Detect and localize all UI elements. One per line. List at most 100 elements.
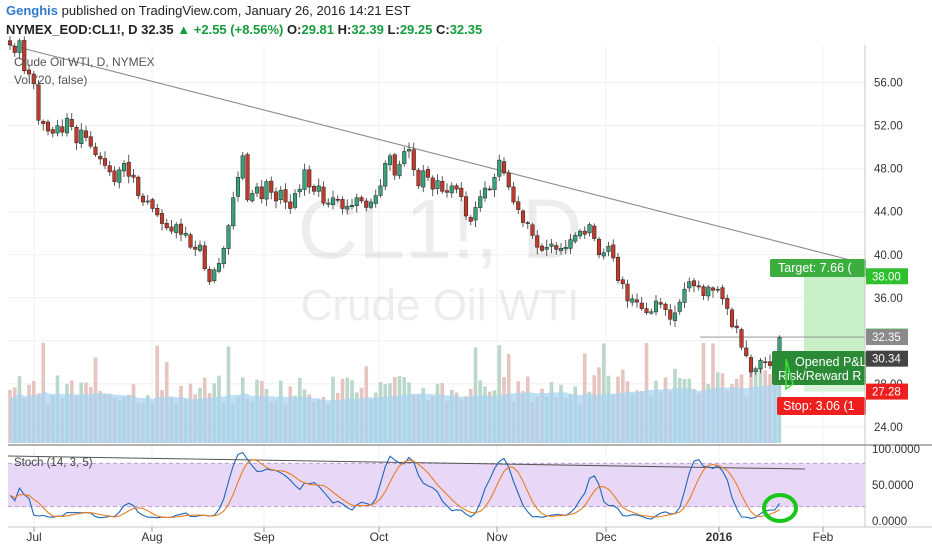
candle-body <box>169 226 174 232</box>
price-badge-label: 27.28 <box>872 387 901 399</box>
candle-body <box>387 155 393 166</box>
candle-body <box>544 246 549 250</box>
candle-body <box>454 185 459 190</box>
open-label: O: <box>287 22 302 37</box>
candle-body <box>440 181 445 192</box>
candle-body <box>359 197 364 202</box>
candle-body <box>259 186 264 200</box>
candle-body <box>392 154 397 176</box>
candle-body <box>145 200 150 203</box>
candle-body <box>606 245 611 252</box>
candle-body <box>117 169 122 183</box>
candle-body <box>383 163 388 187</box>
candle-body <box>710 287 716 291</box>
candle-body <box>506 172 511 188</box>
stoch-axis[interactable]: 100.0000 50.0000 0.0000 <box>872 444 920 528</box>
candle-body <box>763 361 768 363</box>
candle-body <box>212 269 217 281</box>
symbol-line: NYMEX_EOD:CL1!, D 32.35 ▲ +2.55 (+8.56%)… <box>6 22 482 37</box>
symbol-name[interactable]: NYMEX_EOD:CL1!, D <box>6 22 138 37</box>
candle-body <box>701 286 706 296</box>
volume-bar <box>155 345 160 443</box>
price-tick-label: 40.00 <box>874 250 903 262</box>
candle-body <box>668 309 673 320</box>
candle-body <box>193 246 198 250</box>
candle-body <box>767 361 773 366</box>
candle-body <box>69 119 74 128</box>
candle-body <box>558 248 564 252</box>
series-legend[interactable]: Crude Oil WTI, D, NYMEX <box>14 55 155 69</box>
opened-pl-text: Opened P&L <box>795 355 867 369</box>
stoch-legend[interactable]: Stoch (14, 3, 5) <box>14 457 93 469</box>
highlight-circle[interactable] <box>762 493 798 523</box>
price-badge <box>866 383 908 400</box>
time-axis[interactable]: Jul Aug Sep Oct Nov Dec 2016 Feb <box>26 527 834 544</box>
candle-body <box>739 329 744 348</box>
time-tick-label: Dec <box>595 530 616 544</box>
position-label[interactable]: Opened P&L Risk/Reward R <box>772 351 867 391</box>
candle-body <box>131 174 136 178</box>
candle-body <box>582 230 587 235</box>
candle-body <box>216 263 222 272</box>
watermark-name: Crude Oil WTI <box>301 281 580 330</box>
stop-label[interactable]: Stop: 3.06 (1 <box>777 397 866 415</box>
candle-body <box>501 161 507 174</box>
candle-body <box>373 195 378 204</box>
candle-body <box>549 243 554 247</box>
candle-body <box>245 154 250 201</box>
candle-body <box>202 245 207 269</box>
time-tick-label: Nov <box>486 530 507 544</box>
candle-body <box>240 155 245 179</box>
candle-body <box>79 129 84 144</box>
candle-body <box>516 201 521 210</box>
candle-body <box>7 40 13 46</box>
time-tick-label: Feb <box>813 530 834 544</box>
volume-legend[interactable]: Vol (20, false) <box>14 73 87 87</box>
candle-body <box>197 244 203 251</box>
close-value: 32.35 <box>449 22 483 37</box>
candle-body <box>231 197 236 227</box>
candle-body <box>364 200 369 208</box>
candle-body <box>611 244 616 259</box>
candle-body <box>459 187 464 197</box>
candle-body <box>41 121 46 124</box>
candle-body <box>107 165 112 173</box>
candle-body <box>326 202 331 205</box>
candle-body <box>102 158 108 166</box>
candle-body <box>402 151 407 164</box>
candle-body <box>748 357 754 373</box>
candle-body <box>482 187 488 199</box>
candle-body <box>487 188 492 191</box>
candle-body <box>50 129 55 134</box>
target-text: Target: 7.66 ( <box>778 261 852 275</box>
candle-body <box>478 196 483 208</box>
candle-body <box>463 196 469 217</box>
candle-body <box>682 288 687 303</box>
author-link[interactable]: Genghis <box>6 3 59 18</box>
stoch-trend-line[interactable] <box>7 455 806 470</box>
candle-body <box>573 235 578 242</box>
candle-body <box>421 170 426 188</box>
candle-body <box>568 239 573 249</box>
candle-body <box>497 159 502 177</box>
candle-body <box>397 164 402 177</box>
candle-body <box>269 180 274 193</box>
price-tick-label: 24.00 <box>874 422 903 434</box>
candle-body <box>520 210 526 223</box>
price-axis[interactable]: 56.0052.0048.0044.0040.0036.0032.0028.00… <box>874 78 903 434</box>
candle-body <box>758 359 763 370</box>
price-badge-label: 32.35 <box>872 332 901 344</box>
candle-body <box>734 325 739 329</box>
candle-body <box>468 217 473 222</box>
candle-body <box>720 287 725 300</box>
price-tick-label: 36.00 <box>874 293 903 305</box>
candle-body <box>155 207 160 216</box>
trend-line[interactable] <box>9 44 859 263</box>
price-tick-label: 48.00 <box>874 164 903 176</box>
candle-body <box>12 45 17 53</box>
candle-body <box>554 245 559 250</box>
stop-text: Stop: 3.06 (1 <box>783 399 855 413</box>
target-label[interactable]: Target: 7.66 ( <box>770 259 866 277</box>
candle-body <box>36 84 41 121</box>
